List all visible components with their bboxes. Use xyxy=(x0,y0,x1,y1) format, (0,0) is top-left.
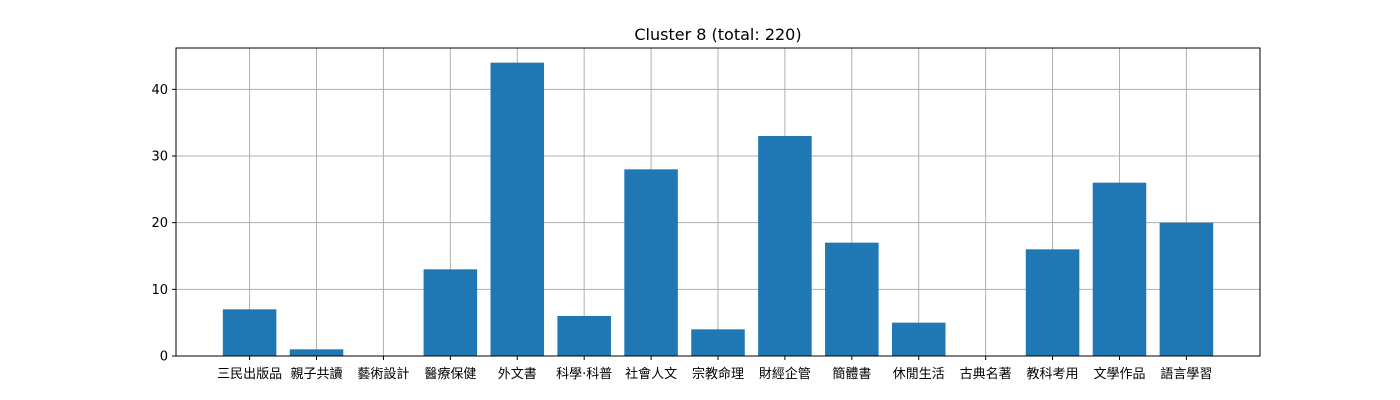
x-tick-label: 文學作品 xyxy=(1093,367,1145,382)
x-tick-label: 三民出版品 xyxy=(217,367,282,382)
bar xyxy=(825,242,879,356)
x-tick-label: 外文書 xyxy=(498,367,537,382)
bar xyxy=(423,269,478,356)
x-tick-label: 財經企管 xyxy=(759,366,811,382)
bars xyxy=(222,62,1214,357)
y-tick-label: 20 xyxy=(151,216,168,231)
x-axis: 三民出版品 親子共讀 藝術設計 醫療保健 外文書 科學·科普 社會人文 宗教命理 財經企管 簡體書… xyxy=(217,356,1212,382)
bar xyxy=(758,136,812,356)
bar xyxy=(222,309,277,356)
y-tick-label: 30 xyxy=(151,150,168,165)
bar xyxy=(891,322,946,356)
x-tick-label: 親子共讀 xyxy=(291,367,343,382)
bar xyxy=(490,62,545,357)
x-tick-label: 宗教命理 xyxy=(692,366,744,382)
x-tick-label: 藝術設計 xyxy=(357,366,409,382)
bar xyxy=(1159,222,1214,356)
bar xyxy=(1025,249,1080,356)
chart-title: Cluster 8 (total: 220) xyxy=(634,25,801,44)
y-tick-label: 0 xyxy=(160,350,168,365)
bar xyxy=(557,316,611,356)
bar xyxy=(289,349,344,356)
x-tick-label: 休閒生活 xyxy=(893,367,945,382)
x-tick-label: 教科考用 xyxy=(1027,366,1079,382)
x-tick-label: 語言學習 xyxy=(1160,366,1212,382)
bar xyxy=(624,169,678,356)
bar xyxy=(1092,182,1147,356)
bar xyxy=(691,329,745,356)
x-tick-label: 簡體書 xyxy=(832,367,871,382)
x-tick-label: 古典名著 xyxy=(960,366,1012,382)
x-tick-label: 社會人文 xyxy=(625,366,677,382)
y-tick-label: 10 xyxy=(151,283,168,298)
y-tick-label: 40 xyxy=(151,83,168,98)
x-tick-label: 科學·科普 xyxy=(556,367,612,382)
y-axis: 0 10 20 30 40 xyxy=(151,83,176,365)
x-tick-label: 醫療保健 xyxy=(424,367,476,382)
